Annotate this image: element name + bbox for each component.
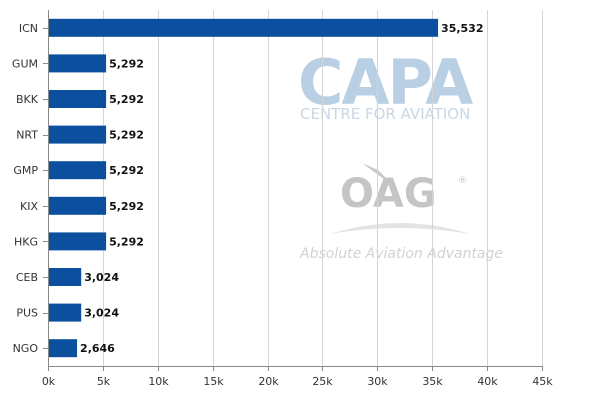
data-label: 5,292: [109, 235, 144, 248]
data-label: 5,292: [109, 164, 144, 177]
x-tick-label: 35k: [422, 375, 443, 388]
capa-subtitle-text: CENTRE FOR AVIATION: [300, 105, 470, 123]
oag-slogan-text: Absolute Aviation Advantage: [299, 246, 503, 262]
bar-ngo: [49, 339, 78, 358]
y-category-label: NRT: [16, 129, 38, 142]
data-label: 5,292: [109, 57, 144, 70]
y-category-label: KIX: [20, 200, 38, 213]
y-category-label: ICN: [19, 22, 38, 35]
x-tick-label: 45k: [532, 375, 553, 388]
oag-wing-icon: [330, 223, 470, 234]
data-label: 3,024: [84, 307, 119, 320]
bar-icn: [49, 18, 439, 37]
oag-registered-mark: ®: [458, 176, 467, 186]
x-tick-label: 40k: [477, 375, 498, 388]
bar-hkg: [49, 232, 107, 251]
bar-kix: [49, 196, 107, 215]
bar-ceb: [49, 268, 82, 286]
watermark-layer: CAPA CENTRE FOR AVIATION OAG ® Absolute …: [298, 46, 503, 262]
gridlines: [103, 10, 543, 366]
x-tick-label: 15k: [203, 375, 224, 388]
x-tick-label: 5k: [97, 375, 111, 388]
capa-logo-text: CAPA: [298, 46, 473, 119]
oag-logo-text: OAG: [340, 171, 437, 217]
bar-gmp: [49, 161, 107, 180]
oag-swoosh-icon: [362, 163, 396, 188]
data-label: 3,024: [84, 271, 119, 284]
x-tick-label: 0k: [42, 375, 56, 388]
data-label: 5,292: [109, 200, 144, 213]
labels: 0k 5k 10k 15k 20k 25k 30k 35k 40k 45k ICN 35,532 GUM…: [12, 22, 553, 388]
y-category-label: CEB: [16, 271, 38, 284]
y-category-label: GUM: [12, 57, 38, 70]
bars: [49, 18, 439, 358]
bar-gum: [49, 54, 107, 73]
y-category-label: GMP: [13, 164, 38, 177]
x-tick-label: 10k: [148, 375, 169, 388]
data-label: 35,532: [441, 22, 483, 35]
bar-pus: [49, 303, 82, 322]
data-label: 5,292: [109, 129, 144, 142]
bar-nrt: [49, 125, 107, 144]
y-category-label: PUS: [16, 307, 38, 320]
x-tick-label: 30k: [367, 375, 388, 388]
y-category-label: HKG: [14, 235, 38, 248]
data-label: 5,292: [109, 93, 144, 106]
bar-bkk: [49, 90, 107, 108]
axes: [43, 10, 543, 371]
x-tick-label: 20k: [258, 375, 279, 388]
data-label: 2,646: [80, 342, 115, 355]
y-category-label: BKK: [16, 93, 39, 106]
y-category-label: NGO: [13, 342, 39, 355]
x-tick-label: 25k: [312, 375, 333, 388]
